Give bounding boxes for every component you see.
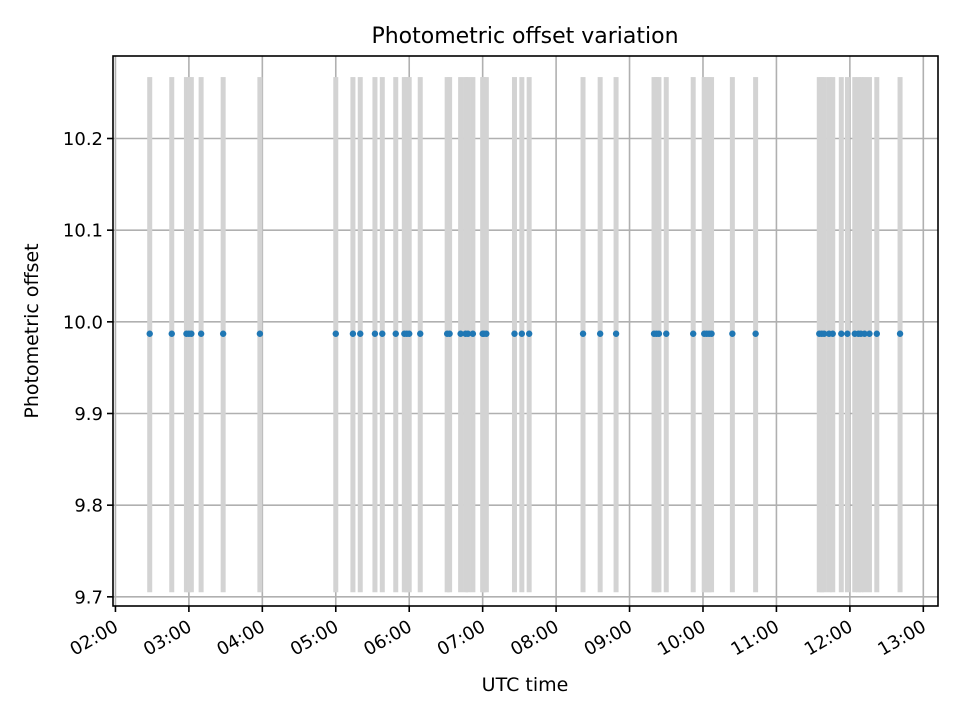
data-point: [469, 330, 477, 337]
x-tick-label: 12:00: [801, 616, 856, 660]
data-point: [655, 330, 663, 337]
y-tick-label: 9.9: [74, 404, 103, 425]
data-point: [511, 330, 518, 337]
data-point: [406, 330, 413, 337]
data-point: [844, 330, 851, 337]
data-point: [256, 330, 264, 337]
x-tick-label: 03:00: [140, 616, 195, 660]
x-tick-label: 05:00: [287, 616, 342, 660]
data-point: [371, 330, 379, 337]
y-tick-label: 10.2: [63, 129, 103, 150]
x-tick-label: 06:00: [360, 616, 415, 660]
data-point: [392, 330, 399, 337]
data-point: [146, 330, 153, 337]
data-point: [525, 330, 533, 337]
x-tick-label: 08:00: [507, 616, 562, 660]
x-tick-label: 09:00: [581, 616, 636, 660]
data-point: [197, 330, 205, 337]
data-point: [446, 330, 453, 337]
x-tick-label: 13:00: [874, 616, 929, 660]
data-point: [518, 330, 526, 337]
data-point: [873, 330, 880, 337]
data-point: [838, 330, 845, 337]
data-point: [896, 330, 904, 337]
plot-area: 02:00 03:00 04:00 05:00 06:00 07:00 08:00 09:00…: [63, 55, 939, 660]
data-point: [188, 330, 195, 337]
y-tick-label: 9.8: [74, 496, 103, 517]
data-point: [829, 330, 836, 337]
data-point: [689, 330, 697, 337]
y-tick-label: 9.7: [74, 587, 103, 608]
data-point: [332, 330, 339, 337]
data-point: [663, 330, 670, 337]
x-axis-label: UTC time: [482, 674, 569, 696]
data-point: [464, 330, 472, 337]
y-tick-label: 10.0: [63, 312, 103, 333]
y-axis-label: Photometric offset: [21, 243, 43, 418]
data-point: [708, 330, 715, 337]
data-point: [457, 330, 464, 337]
plot-frame: [112, 55, 939, 607]
x-tick-label: 07:00: [434, 616, 489, 660]
data-point: [357, 330, 364, 337]
data-point: [861, 330, 868, 337]
x-tick-label: 02:00: [67, 616, 122, 660]
data-point: [866, 330, 873, 337]
data-point: [820, 330, 828, 337]
data-point: [752, 330, 759, 337]
data-point: [579, 330, 587, 337]
data-point: [219, 330, 227, 337]
data-point: [612, 330, 620, 337]
y-tick-label: 10.1: [63, 221, 103, 242]
data-point: [417, 330, 424, 337]
x-tick-label: 11:00: [728, 616, 783, 660]
data-point: [379, 330, 386, 337]
data-point: [349, 330, 357, 337]
x-tick-label: 10:00: [654, 616, 709, 660]
data-point: [483, 330, 490, 337]
data-point: [168, 330, 175, 337]
x-tick-label: 04:00: [213, 616, 268, 660]
data-point: [729, 330, 736, 337]
chart-title: Photometric offset variation: [371, 24, 678, 49]
data-point: [596, 330, 604, 337]
